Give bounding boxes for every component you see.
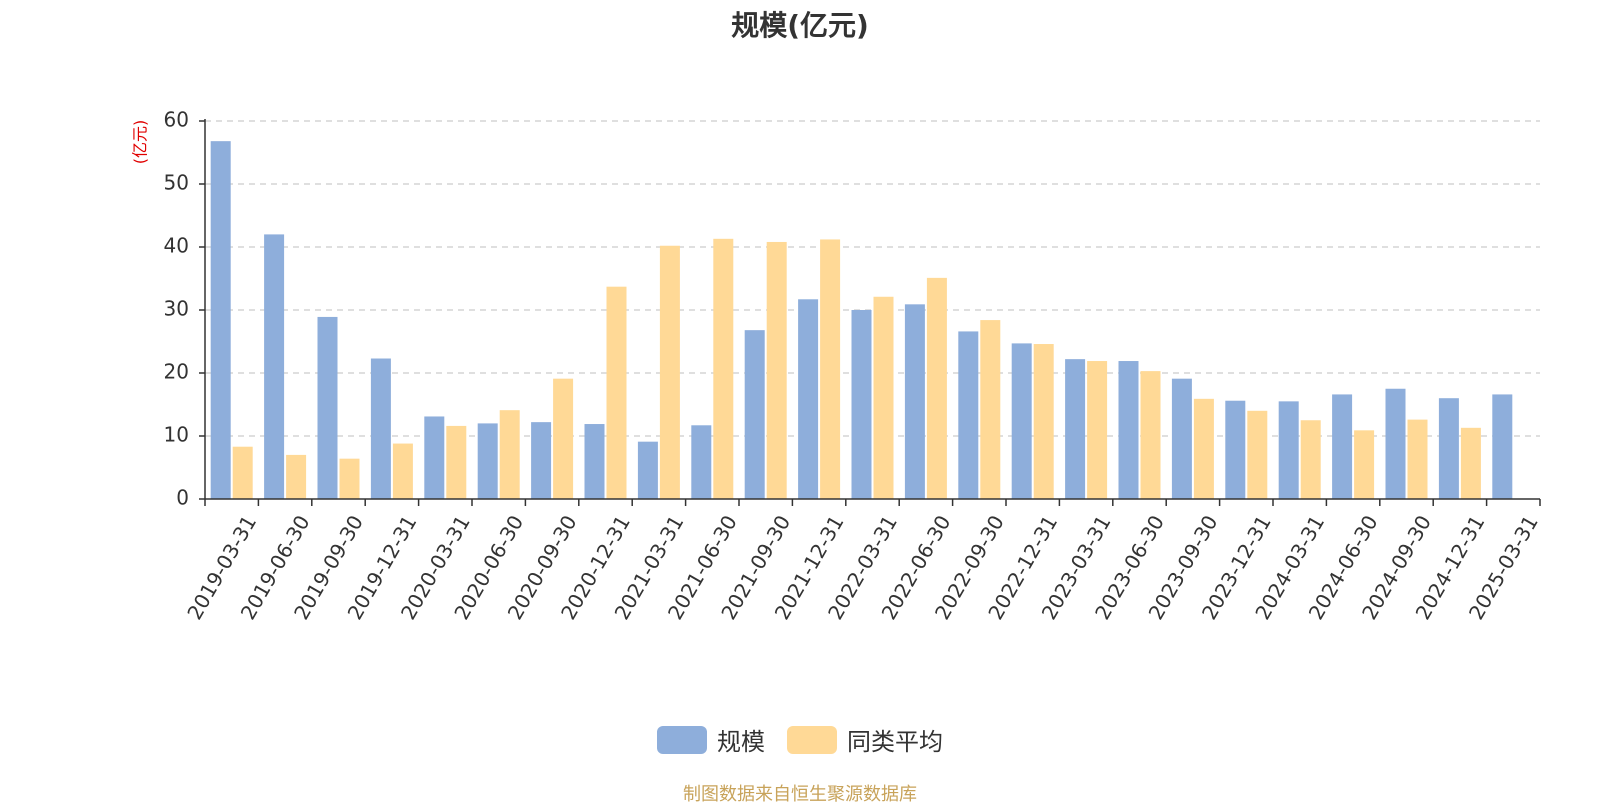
source-note: 制图数据来自恒生聚源数据库 [683, 784, 917, 805]
bar-scale[interactable] [424, 416, 445, 499]
y-tick-label: 50 [164, 171, 189, 195]
legend: 规模 同类平均 [0, 722, 1600, 757]
legend-label-peer-average: 同类平均 [847, 728, 943, 756]
bar-peer-average[interactable] [499, 410, 520, 499]
legend-item-peer-average[interactable]: 同类平均 [787, 722, 943, 757]
bar-scale[interactable] [691, 425, 712, 499]
y-axis-unit-label: (亿元) [131, 120, 150, 165]
grid-lines [205, 120, 1540, 437]
legend-swatch-peer-average [787, 725, 837, 754]
bar-scale[interactable] [851, 310, 872, 499]
legend-label-scale: 规模 [717, 728, 765, 756]
bar-peer-average[interactable] [553, 378, 574, 499]
bar-peer-average[interactable] [980, 320, 1001, 499]
bar-scale[interactable] [584, 424, 605, 499]
bar-scale[interactable] [477, 423, 498, 499]
bar-peer-average[interactable] [926, 277, 947, 499]
bar-scale[interactable] [1332, 394, 1353, 499]
bar-scale[interactable] [1438, 398, 1459, 499]
bar-scale[interactable] [1385, 388, 1406, 499]
bar-scale[interactable] [958, 331, 979, 499]
y-tick-label: 0 [176, 486, 189, 510]
bar-peer-average[interactable] [606, 286, 627, 499]
legend-item-scale[interactable]: 规模 [657, 722, 765, 757]
y-tick-label: 40 [164, 234, 189, 258]
bar-peer-average[interactable] [820, 239, 841, 499]
bar-scale[interactable] [1278, 401, 1299, 499]
bar-scale[interactable] [1492, 394, 1513, 499]
bar-peer-average[interactable] [446, 425, 467, 499]
bar-peer-average[interactable] [1140, 371, 1161, 499]
y-tick-labels: 0 10 20 30 40 50 60 [164, 108, 189, 510]
bar-scale[interactable] [904, 304, 925, 499]
bar-scale[interactable] [210, 141, 231, 499]
bar-peer-average[interactable] [1354, 430, 1375, 499]
bar-peer-average[interactable] [713, 238, 734, 499]
y-tick-label: 10 [164, 423, 189, 447]
bar-scale[interactable] [1065, 359, 1086, 499]
bar-peer-average[interactable] [1193, 398, 1214, 499]
bar-scale[interactable] [370, 358, 391, 499]
bar-peer-average[interactable] [286, 454, 307, 499]
bar-scale[interactable] [744, 330, 765, 499]
bar-peer-average[interactable] [1247, 410, 1268, 499]
bar-scale[interactable] [531, 422, 552, 499]
bar-peer-average[interactable] [1300, 420, 1321, 499]
bar-scale[interactable] [264, 234, 285, 499]
axes [199, 119, 1541, 506]
bar-scale[interactable] [1011, 343, 1032, 499]
y-tick-label: 60 [164, 108, 189, 132]
bar-scale[interactable] [317, 316, 338, 499]
bar-peer-average[interactable] [392, 443, 413, 499]
y-tick-label: 30 [164, 297, 189, 321]
x-tick-labels: 2019-03-312019-06-302019-09-302019-12-31… [182, 511, 1543, 624]
bar-peer-average[interactable] [339, 458, 360, 499]
bar-peer-average[interactable] [659, 245, 680, 499]
bar-scale[interactable] [637, 441, 658, 499]
bar-peer-average[interactable] [1087, 361, 1108, 499]
bar-peer-average[interactable] [873, 296, 894, 499]
bar-series [210, 141, 1513, 499]
bar-peer-average[interactable] [232, 446, 253, 499]
bar-peer-average[interactable] [1460, 427, 1481, 499]
legend-swatch-scale [657, 725, 707, 754]
bar-scale[interactable] [798, 299, 819, 499]
bar-scale[interactable] [1225, 400, 1246, 499]
bar-peer-average[interactable] [766, 241, 787, 499]
chart-title: 规模(亿元) [731, 9, 869, 42]
bar-scale[interactable] [1171, 378, 1192, 499]
bar-peer-average[interactable] [1033, 344, 1054, 499]
bar-peer-average[interactable] [1407, 419, 1428, 499]
bar-scale[interactable] [1118, 361, 1139, 499]
y-tick-label: 20 [164, 360, 189, 384]
